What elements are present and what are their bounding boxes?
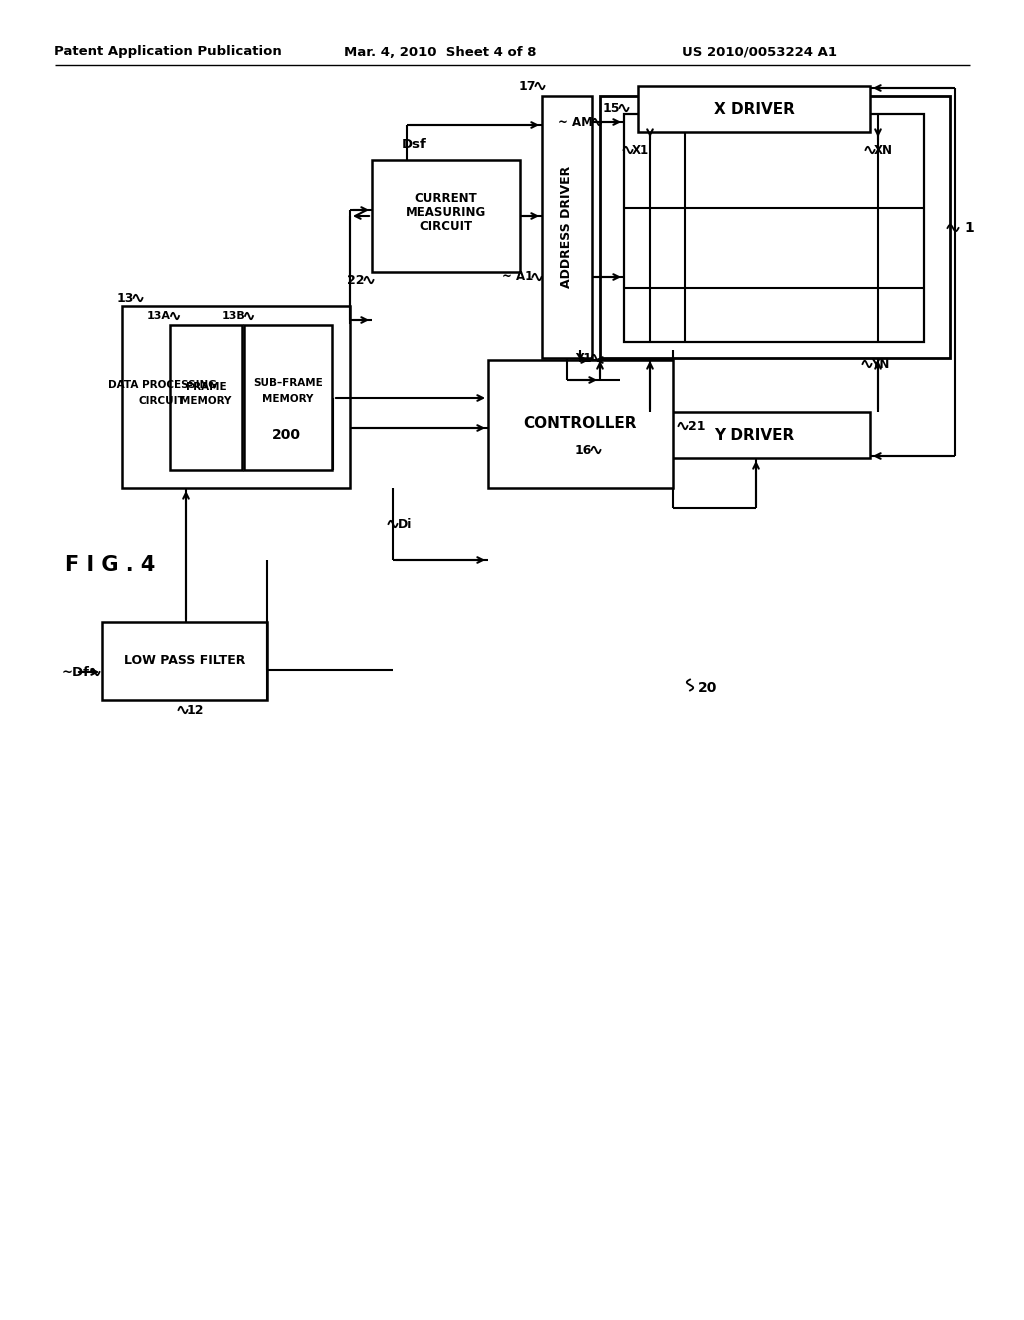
Text: F I G . 4: F I G . 4	[65, 554, 156, 576]
Text: ~Df: ~Df	[62, 665, 90, 678]
Bar	[542, 96, 592, 358]
Text: Dsf: Dsf	[402, 139, 427, 152]
Text: X DRIVER: X DRIVER	[714, 102, 795, 116]
Text: LOW PASS FILTER: LOW PASS FILTER	[124, 655, 245, 668]
Text: X1: X1	[632, 144, 649, 157]
Text: DATA PROCESSING: DATA PROCESSING	[108, 380, 216, 389]
Text: 13: 13	[117, 292, 134, 305]
Text: Mar. 4, 2010  Sheet 4 of 8: Mar. 4, 2010 Sheet 4 of 8	[344, 45, 537, 58]
Text: 13B: 13B	[221, 312, 245, 321]
Bar	[372, 160, 520, 272]
Text: MEASURING: MEASURING	[406, 206, 486, 219]
Bar	[638, 86, 870, 132]
Text: Y DRIVER: Y DRIVER	[714, 428, 795, 442]
Bar	[638, 412, 870, 458]
Text: Patent Application Publication: Patent Application Publication	[54, 45, 282, 58]
Text: 200: 200	[272, 428, 301, 442]
Bar	[600, 96, 950, 358]
Text: ADDRESS DRIVER: ADDRESS DRIVER	[560, 166, 573, 288]
Text: 20: 20	[698, 681, 718, 696]
Text: 21: 21	[688, 420, 706, 433]
Text: 15: 15	[602, 102, 620, 115]
Text: 16: 16	[574, 444, 592, 457]
Text: FRAME: FRAME	[185, 383, 226, 392]
Text: Di: Di	[398, 517, 413, 531]
Text: CIRCUIT: CIRCUIT	[138, 396, 185, 407]
Bar	[624, 114, 924, 342]
Text: CURRENT: CURRENT	[415, 191, 477, 205]
Bar	[244, 325, 332, 470]
Text: CIRCUIT: CIRCUIT	[420, 219, 472, 232]
Text: MEMORY: MEMORY	[262, 393, 313, 404]
Text: MEMORY: MEMORY	[180, 396, 231, 407]
Text: CONTROLLER: CONTROLLER	[523, 417, 637, 432]
Bar	[122, 306, 350, 488]
Text: ~ A1: ~ A1	[502, 271, 534, 284]
Text: 22: 22	[347, 273, 365, 286]
Text: 13A: 13A	[147, 312, 171, 321]
Bar	[170, 325, 242, 470]
Text: SUB–FRAME: SUB–FRAME	[253, 379, 323, 388]
Text: Y1: Y1	[575, 351, 592, 364]
Text: ~ AM: ~ AM	[558, 116, 593, 128]
Text: 12: 12	[187, 704, 205, 717]
Text: US 2010/0053224 A1: US 2010/0053224 A1	[683, 45, 838, 58]
Text: XN: XN	[874, 144, 893, 157]
Bar	[488, 360, 673, 488]
Bar	[102, 622, 267, 700]
Text: YN: YN	[871, 358, 890, 371]
Text: 1: 1	[964, 220, 974, 235]
Text: 17: 17	[518, 79, 536, 92]
